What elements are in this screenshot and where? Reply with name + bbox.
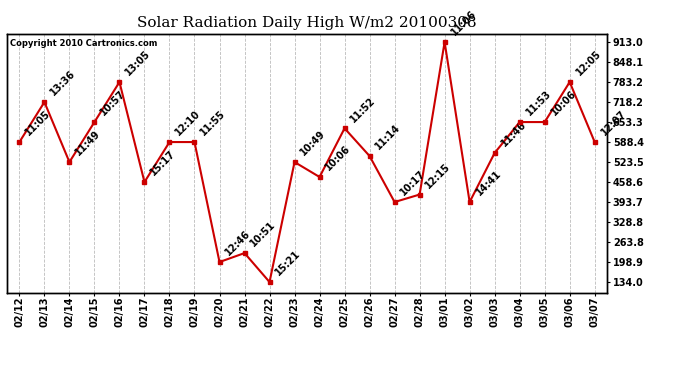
Text: 11:49: 11:49 — [74, 129, 103, 158]
Text: 13:36: 13:36 — [48, 69, 77, 98]
Text: 12:10: 12:10 — [174, 109, 203, 138]
Text: 11:52: 11:52 — [348, 95, 377, 124]
Text: 10:57: 10:57 — [99, 89, 128, 118]
Text: 11:06: 11:06 — [448, 9, 477, 38]
Text: 12:46: 12:46 — [224, 229, 253, 258]
Text: Copyright 2010 Cartronics.com: Copyright 2010 Cartronics.com — [10, 39, 157, 48]
Text: 12:07: 12:07 — [599, 109, 628, 138]
Text: 11:05: 11:05 — [23, 109, 52, 138]
Text: 10:06: 10:06 — [549, 89, 578, 118]
Text: 14:41: 14:41 — [474, 169, 503, 198]
Text: 15:21: 15:21 — [274, 249, 303, 278]
Text: 12:05: 12:05 — [574, 49, 603, 78]
Text: 11:55: 11:55 — [199, 109, 228, 138]
Text: 10:06: 10:06 — [324, 144, 353, 173]
Text: 13:05: 13:05 — [124, 49, 152, 78]
Text: 10:51: 10:51 — [248, 220, 277, 249]
Text: 10:17: 10:17 — [399, 169, 428, 198]
Text: 12:15: 12:15 — [424, 161, 453, 190]
Text: 10:49: 10:49 — [299, 129, 328, 158]
Title: Solar Radiation Daily High W/m2 20100308: Solar Radiation Daily High W/m2 20100308 — [137, 16, 477, 30]
Text: 11:14: 11:14 — [374, 123, 403, 152]
Text: 11:46: 11:46 — [499, 120, 528, 149]
Text: 11:53: 11:53 — [524, 89, 553, 118]
Text: 15:17: 15:17 — [148, 149, 177, 178]
